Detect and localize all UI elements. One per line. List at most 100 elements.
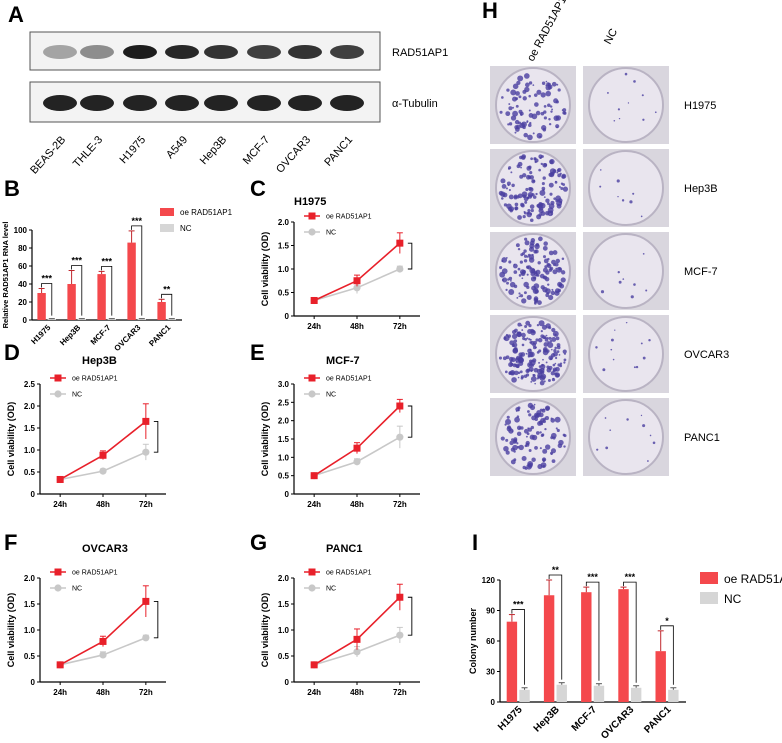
colony (517, 376, 520, 379)
data-point-nc (99, 651, 107, 659)
colony (538, 361, 540, 364)
colony (514, 416, 520, 423)
colony (534, 298, 539, 303)
colony (541, 433, 545, 437)
bar-nc (137, 319, 146, 320)
colony (557, 88, 561, 92)
legend-marker-nc (308, 228, 316, 236)
x-tick-label: PANC1 (642, 704, 674, 736)
bar-oe (543, 595, 555, 702)
colony (642, 424, 646, 428)
colony (545, 293, 550, 298)
colony (518, 444, 524, 451)
legend-marker-oe (54, 568, 62, 576)
colony (528, 113, 534, 118)
colony (530, 425, 535, 430)
colony (511, 438, 514, 442)
y-tick-label: 90 (486, 607, 495, 616)
colony (549, 168, 556, 175)
colony (532, 358, 537, 363)
colony (517, 267, 521, 271)
colony (542, 419, 547, 424)
colony (526, 265, 532, 270)
colony (525, 373, 530, 377)
colony (514, 202, 519, 207)
significance-label: *** (101, 256, 112, 266)
colony (560, 187, 564, 191)
colony (547, 84, 553, 90)
significance-bracket (585, 581, 600, 681)
colony (525, 82, 530, 88)
band-rad51ap1 (165, 45, 199, 59)
colony (505, 288, 508, 291)
significance-bracket (511, 609, 525, 685)
colony (530, 380, 533, 383)
colony (520, 375, 525, 379)
colony (516, 331, 522, 337)
x-tick-label: 72h (393, 500, 407, 509)
colony (501, 259, 504, 263)
colony (555, 124, 560, 129)
colony (508, 194, 514, 200)
lane-label: A549 (164, 134, 190, 161)
y-axis-label: Relative RAD51AP1 RNA level (1, 222, 10, 329)
colony (537, 300, 542, 305)
colony (536, 323, 540, 327)
colony (544, 427, 547, 431)
colony (542, 408, 545, 411)
colony (552, 250, 558, 255)
colony (538, 154, 543, 159)
colony (540, 329, 543, 333)
y-tick-label: 0 (491, 698, 496, 707)
colony (505, 187, 509, 190)
colony (499, 266, 503, 270)
colony (518, 295, 521, 298)
colony (524, 237, 528, 241)
colony (517, 75, 524, 82)
x-tick-label: 24h (307, 688, 321, 697)
colony (505, 438, 509, 442)
colony (538, 349, 542, 353)
legend-label: oe RAD51AP1 (326, 376, 372, 383)
colony (525, 435, 528, 438)
panel-label-f: F (4, 530, 17, 555)
lane-label: MCF-7 (241, 134, 272, 167)
y-tick-label: 2.0 (24, 574, 36, 583)
colony (545, 90, 552, 97)
colony (554, 262, 559, 267)
colony (540, 92, 546, 98)
colony (503, 336, 507, 340)
data-point-oe (396, 239, 404, 247)
colony (513, 339, 518, 343)
colony (527, 410, 530, 413)
x-tick-label: 48h (96, 688, 110, 697)
colony (508, 289, 515, 295)
colony (542, 267, 548, 273)
legend-label: oe RAD51AP1 (724, 572, 782, 586)
colony (519, 294, 524, 298)
colony-plates: oe RAD51AP1 NC H1975 Hep3B MCF-7 OVCAR3 PANC1 (490, 0, 729, 476)
colony (526, 196, 530, 200)
colony (506, 281, 509, 285)
lane-label: H1975 (118, 134, 149, 166)
x-tick-label: H1975 (29, 323, 52, 346)
colony (554, 362, 557, 365)
bar-oe (127, 242, 136, 320)
colony (555, 180, 557, 183)
bar-nc (519, 689, 530, 702)
colony (543, 342, 549, 347)
bar-oe (618, 589, 629, 702)
colony (511, 333, 518, 340)
colony (552, 377, 555, 380)
colony (498, 190, 504, 196)
bar-nc (107, 319, 116, 320)
colony (528, 94, 531, 98)
colony (545, 334, 548, 337)
colony (633, 80, 636, 83)
colony (554, 346, 557, 350)
colony (511, 377, 517, 383)
legend-label: oe RAD51AP1 (72, 570, 118, 577)
colony (545, 84, 548, 87)
colony (510, 280, 512, 282)
colony (542, 349, 549, 356)
